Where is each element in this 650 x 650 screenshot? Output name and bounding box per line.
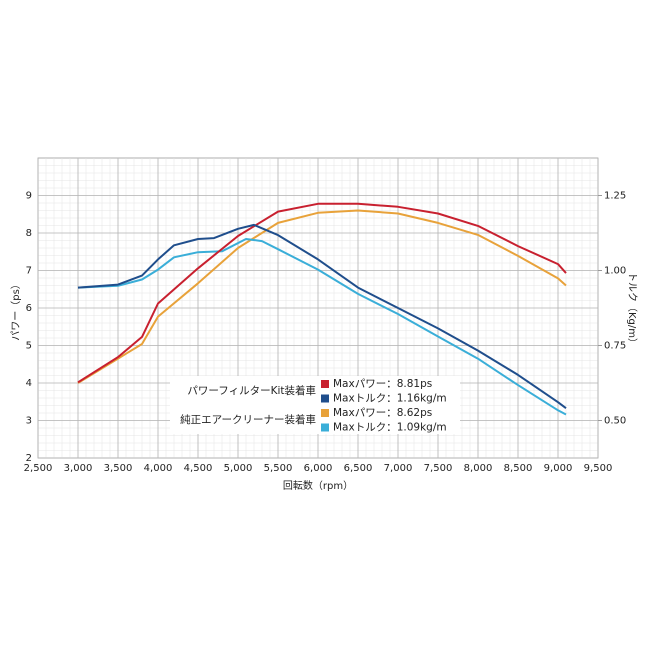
legend-background xyxy=(170,376,460,434)
x-tick-label: 7,500 xyxy=(424,463,453,474)
x-tick-label: 6,000 xyxy=(304,463,333,474)
legend-label: Maxトルク：1.16kg/m xyxy=(333,393,447,405)
legend-swatch xyxy=(321,394,329,403)
legend-group-label: パワーフィルターKit装着車 xyxy=(187,384,316,397)
x-tick-label: 8,500 xyxy=(504,463,533,474)
legend-label: Maxパワー：8.81ps xyxy=(333,378,432,390)
y-tick-label: 4 xyxy=(26,378,32,389)
y2-tick-label: 0.75 xyxy=(604,341,626,352)
legend-swatch xyxy=(321,380,329,388)
y2-tick-label: 0.50 xyxy=(604,416,626,427)
legend-group-label: 純正エアークリーナー装着車 xyxy=(180,413,316,426)
x-tick-label: 2,500 xyxy=(24,463,53,474)
x-tick-label: 4,500 xyxy=(184,463,213,474)
series-line xyxy=(77,238,567,416)
y-tick-label: 7 xyxy=(26,266,32,277)
y2-tick-label: 1.00 xyxy=(604,266,626,277)
x-tick-label: 6,500 xyxy=(344,463,373,474)
y-tick-label: 2 xyxy=(26,453,32,464)
series-line xyxy=(77,202,567,384)
y2-tick-label: 1.25 xyxy=(604,191,626,202)
y2-axis-label: トルク（Kg/m） xyxy=(626,272,638,348)
series-line xyxy=(77,223,567,409)
legend-swatch xyxy=(321,409,329,417)
x-tick-label: 3,500 xyxy=(104,463,133,474)
y-tick-label: 8 xyxy=(26,228,32,239)
y-tick-label: 3 xyxy=(26,416,32,427)
y-axis-label: パワー（ps） xyxy=(10,279,22,341)
legend-label: Maxパワー：8.62ps xyxy=(333,407,432,419)
y-tick-label: 6 xyxy=(26,303,32,314)
x-tick-label: 8,000 xyxy=(464,463,493,474)
x-tick-label: 7,000 xyxy=(384,463,413,474)
legend-label: Maxトルク：1.09kg/m xyxy=(333,422,447,434)
x-tick-label: 4,000 xyxy=(144,463,173,474)
y-tick-label: 9 xyxy=(26,191,32,202)
legend-swatch xyxy=(321,423,329,432)
x-axis-label: 回転数（rpm） xyxy=(283,479,353,492)
lines xyxy=(77,202,567,416)
x-tick-label: 9,500 xyxy=(584,463,613,474)
legend: パワーフィルターKit装着車 Maxパワー：8.81ps Maxトルク：1.16kg… xyxy=(170,376,460,434)
y-tick-label: 5 xyxy=(26,341,32,352)
x-tick-label: 9,000 xyxy=(544,463,573,474)
series-line xyxy=(77,209,567,384)
x-tick-label: 5,000 xyxy=(224,463,253,474)
x-tick-label: 3,000 xyxy=(64,463,93,474)
x-tick-label: 5,500 xyxy=(264,463,293,474)
